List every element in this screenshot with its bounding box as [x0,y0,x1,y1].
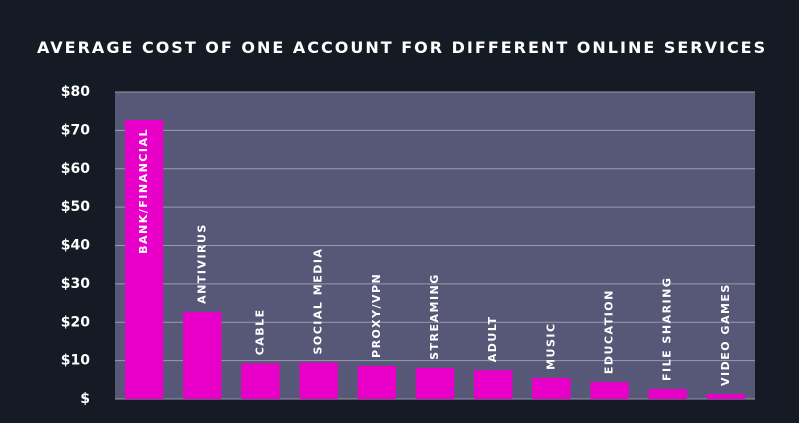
bar-label: SOCIAL MEDIA [312,248,325,355]
bar [183,311,222,399]
y-tick-label: $60 [61,161,90,177]
y-tick-label: $50 [61,199,90,215]
bar [532,377,571,399]
bar [415,367,455,399]
bar [473,370,513,399]
bar-label: CABLE [253,308,266,355]
bar [299,362,338,399]
y-tick-label: $10 [61,353,90,369]
y-tick-label: $70 [61,122,90,138]
bar-label: ANTIVIRUS [195,223,208,304]
bar-label: VIDEO GAMES [719,283,732,386]
bar-label: FILE SHARING [661,277,674,381]
bar-label: BANK/FINANCIAL [137,128,150,254]
y-tick-label: $30 [61,276,90,292]
bar [124,120,164,400]
y-tick-label: $40 [61,238,90,254]
bar-label: MUSIC [544,322,557,369]
y-tick-label: $20 [61,314,90,330]
bar-label: STREAMING [428,273,441,360]
bar [357,365,397,399]
bar-label: ADULT [486,315,499,362]
bar [706,394,746,399]
bar-label: PROXY/VPN [370,273,383,358]
bar-label: EDUCATION [603,289,616,374]
bar [590,382,629,399]
chart-title: AVERAGE COST OF ONE ACCOUNT FOR DIFFEREN… [37,38,767,57]
y-tick-label: $80 [61,84,90,100]
bar [241,363,280,399]
bar [648,389,687,399]
y-tick-label: $ [80,391,90,407]
